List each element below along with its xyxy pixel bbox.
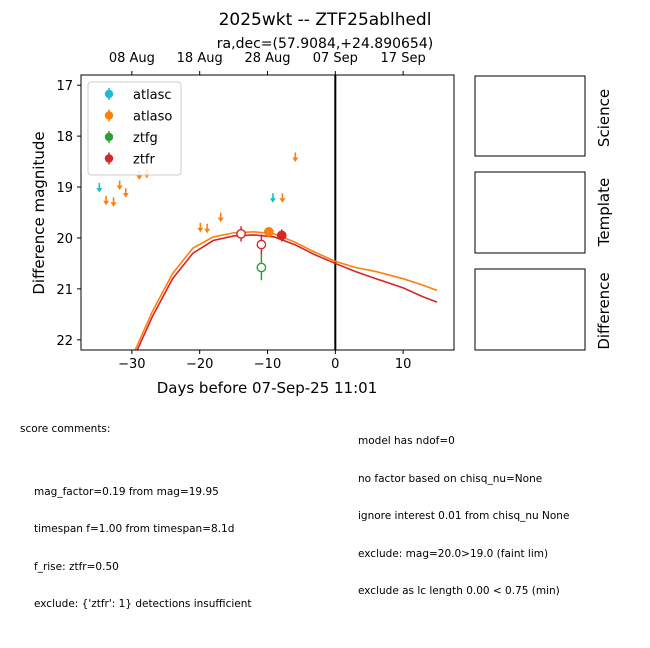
detection-point-ztfr [236,226,246,242]
upper-limit-head [96,188,103,193]
legend-marker [104,132,114,142]
x-tick-label: −30 [118,357,145,372]
x-tick-label: 10 [395,357,412,372]
upper-limit-head [136,175,143,180]
legend-marker [104,111,114,120]
upper-limit-head [122,193,129,198]
upper-limit-arrow-atlaso [197,222,204,233]
y-tick-label: 20 [56,232,73,247]
legend-label: atlaso [133,110,172,125]
model-curve-model-red [136,234,438,350]
model-comment-line: no factor based on chisq_nu=None [358,472,543,485]
upper-limit-arrow-atlaso [279,193,286,203]
legend-entry-ztfr: ztfr [104,152,155,168]
score-comments: score comments: mag_factor=0.19 from mag… [20,398,252,648]
upper-limit-head [103,200,110,206]
score-comment-line: mag_factor=0.19 from mag=19.95 [34,485,219,498]
legend-entry-atlasc: atlasc [104,88,172,103]
legend-marker [104,154,114,163]
top-tick-label: 18 Aug [177,51,223,66]
score-comment-line: timespan f=1.00 from timespan=8.1d [34,523,235,535]
plot-area: −30 −20 −10 0 10 08 Aug 18 Aug 28 Aug 07 Sep 17 S… [56,51,455,372]
difference-panel: Difference [474,268,613,351]
model-comment-line: exclude as lc length 0.00 < 0.75 (min) [358,585,560,597]
difference-panel-label: Difference [595,272,613,349]
marker [256,262,267,273]
legend-label: atlasc [133,88,172,103]
model-curve-model-orange [134,231,438,350]
score-comments-header: score comments: [20,423,111,435]
upper-limit-head [204,228,211,234]
detection-point-ztfr [256,234,267,255]
upper-limit-head [110,202,117,207]
axes-frame [80,74,455,351]
model-comment-line: model has ndof=0 [358,435,455,447]
top-tick-label: 28 Aug [244,51,290,66]
upper-limit-head [279,198,286,203]
y-tick-label: 21 [56,283,73,298]
x-axis-label: Days before 07-Sep-25 11:01 [157,379,378,397]
x-tick-label: −10 [254,357,281,372]
template-panel: Template [474,171,613,254]
upper-limit-head [217,217,224,223]
y-tick-label: 18 [56,130,73,145]
lightcurve-figure: 2025wkt -- ZTF25ablhedl ra,dec=(57.9084,… [30,10,613,397]
marker [256,239,267,250]
y-axis-label: Difference magnitude [30,131,48,294]
score-comment-line: exclude: {'ztfr': 1} detections insuffic… [34,598,252,610]
upper-limit-arrow-atlaso [292,152,299,162]
x-tick-label: 0 [331,357,339,372]
upper-limit-arrow-atlaso [204,223,211,234]
upper-limit-arrow-atlasc [96,183,103,193]
legend-box [87,81,182,176]
upper-limit-arrow-atlaso [103,195,110,206]
detection-point-ztfr [276,229,287,242]
upper-limit-head [116,185,123,190]
model-comment-line: ignore interest 0.01 from chisq_nu None [358,510,570,522]
upper-limit-head [292,157,299,162]
template-panel-label: Template [595,178,613,247]
marker [276,230,287,241]
upper-limit-arrow-atlaso [110,197,117,207]
upper-limit-arrow-atlaso [122,188,129,198]
legend-entry-atlaso: atlaso [104,109,172,125]
model-comment-line: exclude: mag=20.0>19.0 (faint lim) [358,547,549,560]
science-panel: Science [474,75,613,157]
detection-point-ztfg [256,254,267,281]
detection-point-atlaso [263,226,274,237]
science-panel-label: Science [595,89,613,147]
chart-subtitle: ra,dec=(57.9084,+24.890654) [217,36,433,52]
y-tick-label: 17 [56,79,73,94]
top-tick-label: 17 Sep [381,51,426,66]
top-tick-label: 08 Aug [109,51,155,66]
marker [236,228,246,239]
legend-label: ztfg [133,131,158,146]
model-comments: model has ndof=0 no factor based on chis… [358,410,569,610]
chart-title: 2025wkt -- ZTF25ablhedl [219,10,432,30]
legend-label: ztfr [133,153,155,168]
top-tick-label: 07 Sep [313,51,358,66]
legend-marker [104,89,114,99]
y-tick-label: 19 [56,181,73,196]
upper-limit-arrow-atlasc [269,193,276,203]
marker [263,226,274,237]
upper-limit-arrow-atlaso [116,180,123,190]
x-tick-label: −20 [186,357,213,372]
upper-limit-head [269,198,276,203]
score-comment-line: f_rise: ztfr=0.50 [34,560,119,573]
upper-limit-head [197,227,204,233]
upper-limit-arrow-atlaso [217,212,224,223]
y-tick-label: 22 [56,334,73,349]
legend-entry-ztfg: ztfg [104,131,158,146]
